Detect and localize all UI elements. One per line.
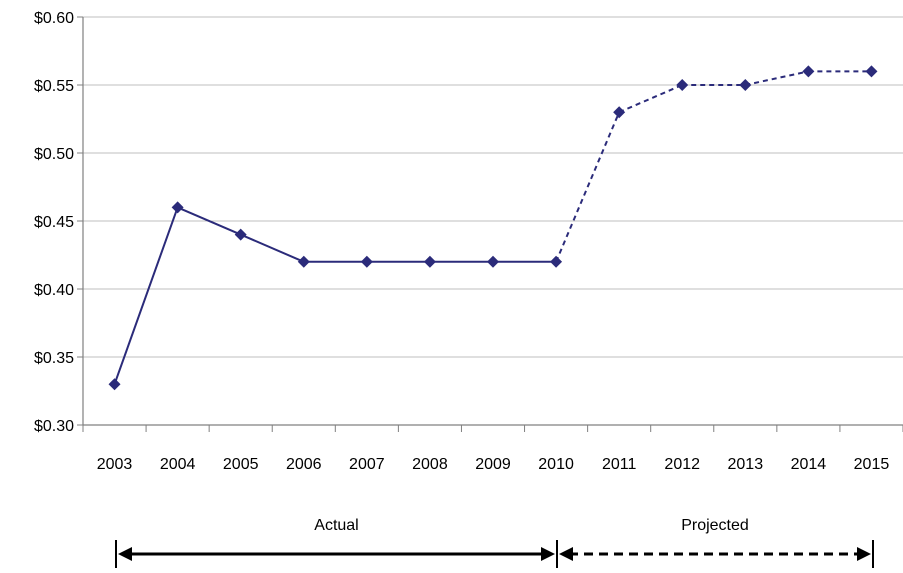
x-tick-label: 2012 bbox=[664, 456, 700, 473]
x-tick-label: 2007 bbox=[349, 456, 385, 473]
y-axis-ticks: $0.30 $0.35 $0.40 $0.45 $0.50 $0.55 $0.60 bbox=[34, 10, 83, 435]
period-annotations: Actual Projected bbox=[115, 517, 874, 568]
y-tick-label: $0.35 bbox=[34, 350, 74, 367]
y-tick-label: $0.30 bbox=[34, 418, 74, 435]
y-tick-label: $0.40 bbox=[34, 282, 74, 299]
data-point bbox=[171, 201, 184, 214]
gridlines bbox=[83, 16, 903, 358]
data-point bbox=[360, 255, 373, 268]
x-tick-label: 2009 bbox=[475, 456, 511, 473]
x-tick-label: 2011 bbox=[602, 456, 637, 473]
data-point bbox=[550, 255, 563, 268]
x-tick-label: 2006 bbox=[286, 456, 322, 473]
period-label: Projected bbox=[681, 517, 749, 534]
x-tick-label: 2005 bbox=[223, 456, 259, 473]
arrowhead-right-icon bbox=[857, 547, 871, 561]
series-line bbox=[113, 70, 872, 385]
y-tick-label: $0.55 bbox=[34, 78, 74, 95]
y-tick-label: $0.45 bbox=[34, 214, 74, 231]
y-tick-label: $0.50 bbox=[34, 146, 74, 163]
series-segment bbox=[745, 70, 809, 86]
x-tick-label: 2015 bbox=[854, 456, 890, 473]
data-point bbox=[108, 378, 121, 391]
series-segment bbox=[177, 206, 242, 236]
x-tick-label: 2008 bbox=[412, 456, 448, 473]
x-tick-label: 2013 bbox=[728, 456, 764, 473]
series-segment bbox=[618, 84, 683, 114]
x-axis-ticks: 2003 2004 2005 2006 2007 2008 2009 2010 2011 2012… bbox=[82, 425, 903, 473]
series-segment bbox=[240, 233, 305, 263]
series-markers bbox=[108, 65, 878, 391]
data-point bbox=[739, 79, 752, 91]
x-tick-label: 2010 bbox=[538, 456, 574, 473]
data-point bbox=[676, 79, 689, 91]
period-label: Actual bbox=[314, 517, 358, 534]
data-point bbox=[865, 65, 878, 78]
data-point bbox=[613, 106, 626, 119]
series-segment bbox=[555, 111, 621, 263]
arrowhead-right-icon bbox=[541, 547, 555, 561]
y-tick-label: $0.60 bbox=[34, 10, 74, 27]
x-tick-label: 2014 bbox=[791, 456, 827, 473]
data-point bbox=[487, 255, 499, 268]
x-tick-label: 2003 bbox=[97, 456, 133, 473]
data-point bbox=[802, 65, 815, 78]
arrowhead-left-icon bbox=[118, 547, 132, 561]
x-tick-label: 2004 bbox=[160, 456, 196, 473]
data-point bbox=[423, 255, 436, 268]
data-point bbox=[234, 228, 247, 241]
data-point bbox=[297, 255, 310, 268]
series-segment bbox=[113, 207, 179, 385]
arrowhead-left-icon bbox=[559, 547, 573, 561]
